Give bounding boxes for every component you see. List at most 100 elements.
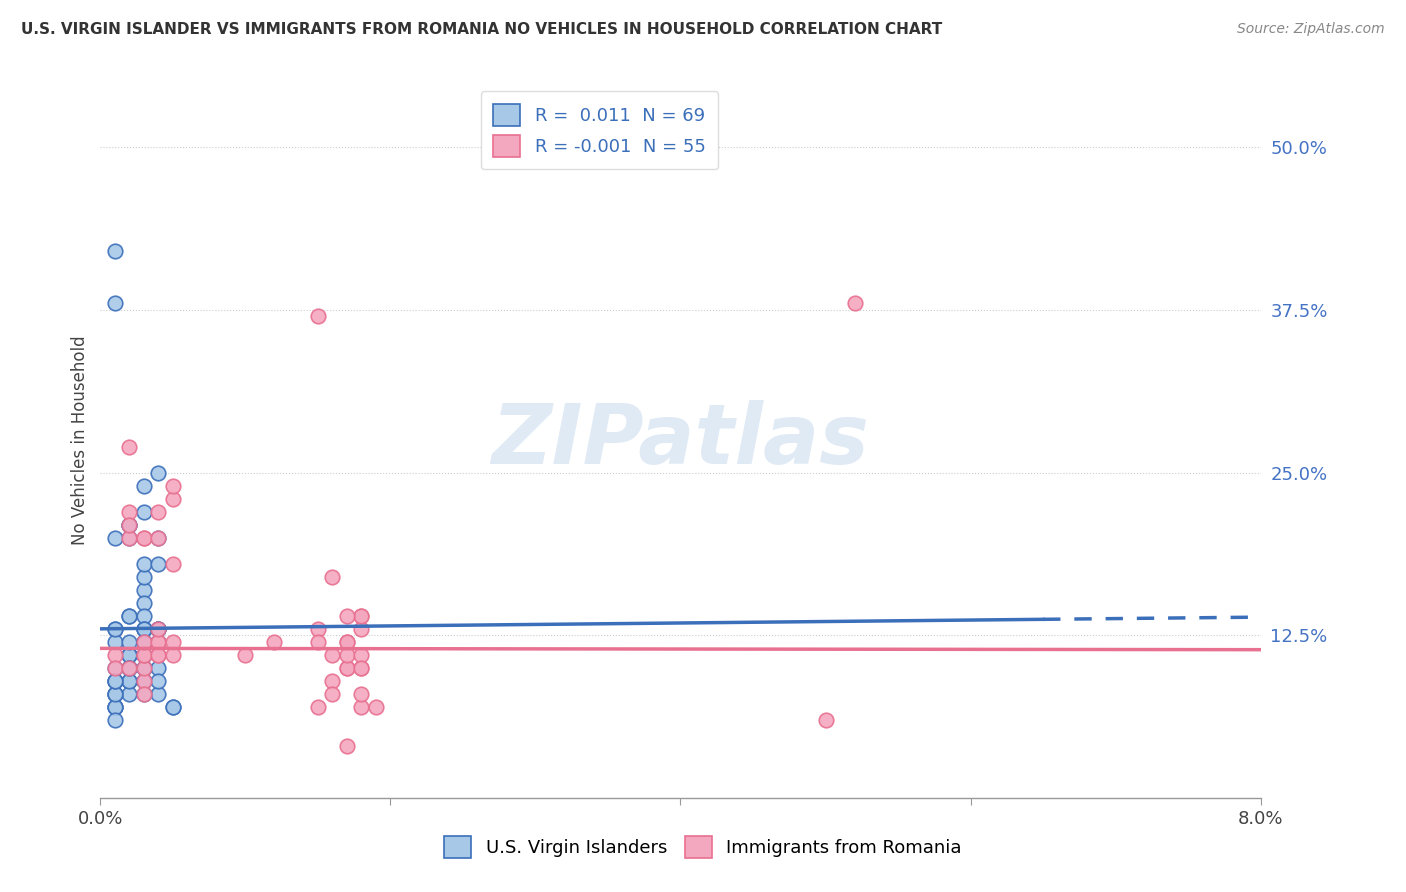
Point: [132, 582, 155, 597]
Point: [118, 648, 141, 662]
Point: [132, 687, 155, 701]
Point: [118, 687, 141, 701]
Point: [307, 700, 329, 714]
Point: [132, 661, 155, 675]
Point: [104, 622, 127, 636]
Point: [148, 673, 170, 688]
Point: [148, 622, 170, 636]
Point: [118, 531, 141, 545]
Point: [132, 635, 155, 649]
Point: [307, 310, 329, 324]
Point: [132, 648, 155, 662]
Point: [148, 622, 170, 636]
Point: [148, 557, 170, 571]
Point: [148, 635, 170, 649]
Point: [104, 296, 127, 310]
Point: [336, 661, 359, 675]
Point: [162, 648, 184, 662]
Point: [132, 635, 155, 649]
Point: [118, 608, 141, 623]
Point: [132, 635, 155, 649]
Point: [104, 687, 127, 701]
Point: [162, 478, 184, 492]
Point: [814, 713, 837, 727]
Point: [350, 700, 373, 714]
Point: [148, 622, 170, 636]
Point: [132, 622, 155, 636]
Point: [132, 661, 155, 675]
Point: [118, 661, 141, 675]
Point: [132, 505, 155, 519]
Point: [104, 700, 127, 714]
Point: [118, 635, 141, 649]
Point: [104, 648, 127, 662]
Point: [118, 661, 141, 675]
Point: [104, 635, 127, 649]
Point: [118, 661, 141, 675]
Point: [321, 673, 343, 688]
Point: [307, 622, 329, 636]
Point: [350, 687, 373, 701]
Point: [132, 557, 155, 571]
Point: [132, 478, 155, 492]
Point: [162, 491, 184, 506]
Point: [104, 700, 127, 714]
Point: [162, 557, 184, 571]
Point: [148, 622, 170, 636]
Point: [118, 440, 141, 454]
Point: [118, 517, 141, 532]
Point: [336, 648, 359, 662]
Point: [148, 531, 170, 545]
Point: [844, 296, 866, 310]
Point: [118, 673, 141, 688]
Point: [307, 635, 329, 649]
Legend: U.S. Virgin Islanders, Immigrants from Romania: U.S. Virgin Islanders, Immigrants from R…: [434, 827, 972, 867]
Point: [104, 713, 127, 727]
Point: [104, 673, 127, 688]
Point: [104, 661, 127, 675]
Point: [336, 635, 359, 649]
Point: [321, 570, 343, 584]
Point: [104, 622, 127, 636]
Point: [118, 517, 141, 532]
Point: [132, 596, 155, 610]
Point: [350, 661, 373, 675]
Point: [235, 648, 257, 662]
Point: [148, 661, 170, 675]
Point: [350, 661, 373, 675]
Point: [132, 531, 155, 545]
Point: [118, 608, 141, 623]
Point: [132, 673, 155, 688]
Point: [148, 687, 170, 701]
Point: [132, 635, 155, 649]
Point: [336, 608, 359, 623]
Point: [148, 648, 170, 662]
Point: [132, 648, 155, 662]
Point: [132, 531, 155, 545]
Point: [118, 531, 141, 545]
Point: [132, 648, 155, 662]
Point: [148, 635, 170, 649]
Point: [104, 531, 127, 545]
Point: [132, 622, 155, 636]
Point: [350, 608, 373, 623]
Point: [104, 700, 127, 714]
Point: [118, 661, 141, 675]
Point: [132, 673, 155, 688]
Point: [350, 608, 373, 623]
Point: [118, 661, 141, 675]
Point: [162, 700, 184, 714]
Point: [118, 517, 141, 532]
Legend: R =  0.011  N = 69, R = -0.001  N = 55: R = 0.011 N = 69, R = -0.001 N = 55: [481, 91, 718, 169]
Point: [132, 648, 155, 662]
Point: [104, 687, 127, 701]
Text: ZIPatlas: ZIPatlas: [492, 400, 869, 481]
Point: [336, 739, 359, 753]
Point: [118, 648, 141, 662]
Point: [263, 635, 285, 649]
Point: [148, 648, 170, 662]
Point: [162, 700, 184, 714]
Point: [118, 661, 141, 675]
Point: [148, 635, 170, 649]
Point: [118, 505, 141, 519]
